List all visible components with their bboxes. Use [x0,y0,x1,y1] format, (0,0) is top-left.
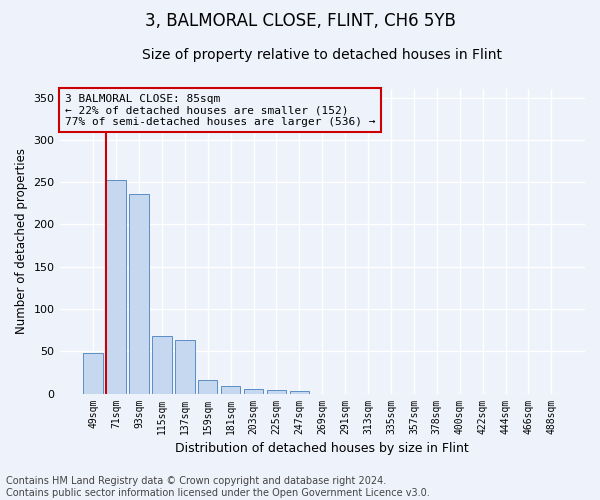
Text: Contains HM Land Registry data © Crown copyright and database right 2024.
Contai: Contains HM Land Registry data © Crown c… [6,476,430,498]
Y-axis label: Number of detached properties: Number of detached properties [15,148,28,334]
Bar [267,390,286,394]
Bar [290,391,309,394]
Bar [175,340,194,394]
Bar [106,180,126,394]
Bar [198,380,217,394]
Bar [221,386,241,394]
Title: Size of property relative to detached houses in Flint: Size of property relative to detached ho… [142,48,502,62]
Bar [244,390,263,394]
Bar [83,353,103,394]
Text: 3, BALMORAL CLOSE, FLINT, CH6 5YB: 3, BALMORAL CLOSE, FLINT, CH6 5YB [145,12,455,30]
Bar [129,194,149,394]
X-axis label: Distribution of detached houses by size in Flint: Distribution of detached houses by size … [175,442,469,455]
Bar [152,336,172,394]
Text: 3 BALMORAL CLOSE: 85sqm
← 22% of detached houses are smaller (152)
77% of semi-d: 3 BALMORAL CLOSE: 85sqm ← 22% of detache… [65,94,375,127]
